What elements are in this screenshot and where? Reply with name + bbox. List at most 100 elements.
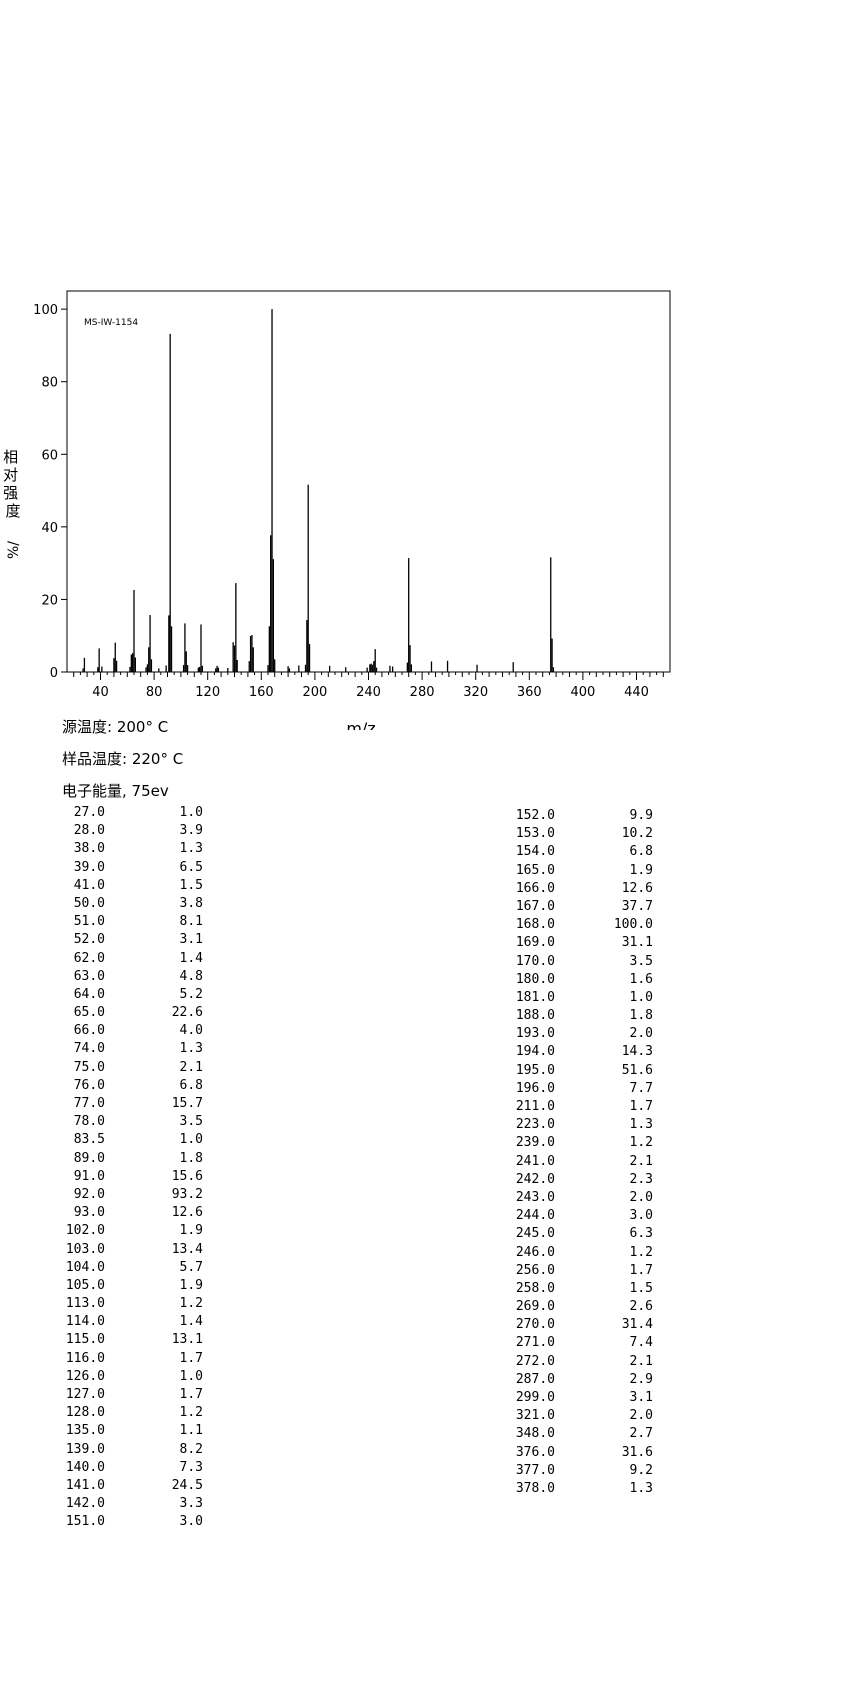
peak-abundance: 1.0	[179, 805, 203, 820]
peak-row: 258.0 1.5	[505, 1280, 653, 1298]
peak-row: 242.0 2.3	[505, 1171, 653, 1189]
peak-mz: 169.0	[515, 935, 555, 951]
peak-mz: 127.0	[65, 1387, 105, 1402]
peak-abundance: 1.2	[629, 1244, 653, 1260]
electron-energy: 电子能量, 75ev	[62, 782, 169, 800]
peak-mz: 141.0	[65, 1477, 105, 1493]
peak-row: 169.0 31.1	[505, 934, 653, 952]
peak-row: 196.0 7.7	[505, 1080, 653, 1098]
y-tick-label: 20	[41, 593, 58, 608]
peak-mz: 377.0	[515, 1462, 555, 1478]
peak-abundance: 12.6	[621, 880, 653, 896]
y-tick-label: 100	[33, 303, 58, 318]
peak-mz: 168.0	[515, 917, 555, 933]
peak-abundance: 1.3	[179, 841, 203, 857]
peak-row: 76.0 6.8	[55, 1077, 203, 1095]
peak-mz: 27.0	[73, 805, 105, 820]
peak-abundance: 14.3	[621, 1044, 653, 1060]
x-tick-label: 360	[517, 685, 542, 700]
peak-mz: 243.0	[515, 1189, 555, 1205]
peak-mz: 152.0	[515, 808, 555, 823]
peak-row: 64.0 5.2	[55, 986, 203, 1004]
peak-mz: 91.0	[73, 1168, 105, 1184]
peak-row: 126.0 1.0	[55, 1368, 203, 1386]
peak-mz: 64.0	[73, 986, 105, 1002]
peak-row: 77.0 15.7	[55, 1095, 203, 1113]
peak-row: 74.0 1.3	[55, 1040, 203, 1058]
peak-abundance: 3.9	[179, 823, 203, 839]
peak-abundance: 1.4	[179, 950, 203, 966]
peak-mz: 76.0	[73, 1077, 105, 1093]
peak-abundance: 1.0	[629, 989, 653, 1005]
peak-abundance: 22.6	[171, 1005, 203, 1021]
y-axis-unit: %/	[6, 541, 22, 559]
peak-row: 246.0 1.2	[505, 1244, 653, 1262]
y-tick-label: 60	[41, 448, 58, 463]
peak-row: 170.0 3.5	[505, 953, 653, 971]
peak-mz: 166.0	[515, 880, 555, 896]
chart-code: MS-IW-1154	[84, 318, 138, 328]
peak-row: 139.0 8.2	[55, 1441, 203, 1459]
peak-row: 28.0 3.9	[55, 822, 203, 840]
peak-abundance: 93.2	[171, 1186, 203, 1202]
peak-mz: 50.0	[73, 895, 105, 911]
peak-row: 321.0 2.0	[505, 1407, 653, 1425]
peak-mz: 246.0	[515, 1244, 555, 1260]
x-tick-label: 400	[570, 685, 595, 700]
peak-abundance: 1.9	[629, 862, 653, 878]
peak-row: 89.0 1.8	[55, 1150, 203, 1168]
peak-mz: 115.0	[65, 1332, 105, 1348]
peak-mz: 195.0	[515, 1062, 555, 1078]
peak-mz: 104.0	[65, 1259, 105, 1275]
peak-abundance: 51.6	[621, 1062, 653, 1078]
y-axis-label: 相 对 强 度	[3, 448, 23, 520]
peak-abundance: 1.8	[629, 1008, 653, 1024]
peak-abundance: 1.0	[179, 1132, 203, 1148]
peak-mz: 38.0	[73, 841, 105, 857]
peak-mz: 142.0	[65, 1496, 105, 1512]
peak-mz: 77.0	[73, 1096, 105, 1111]
peak-mz: 78.0	[73, 1114, 105, 1130]
peak-abundance: 2.7	[629, 1426, 653, 1442]
peak-abundance: 6.8	[629, 844, 653, 860]
peak-row: 239.0 1.2	[505, 1134, 653, 1152]
peak-abundance: 8.2	[179, 1441, 203, 1457]
peak-row: 52.0 3.1	[55, 931, 203, 949]
peak-abundance: 24.5	[171, 1477, 203, 1493]
peak-row: 211.0 1.7	[505, 1098, 653, 1116]
peak-mz: 116.0	[65, 1350, 105, 1366]
peak-row: 113.0 1.2	[55, 1295, 203, 1313]
peak-abundance: 1.5	[629, 1280, 653, 1296]
peak-row: 91.0 15.6	[55, 1168, 203, 1186]
peak-mz: 378.0	[515, 1480, 555, 1496]
peak-mz: 188.0	[515, 1008, 555, 1024]
peak-abundance: 2.1	[629, 1353, 653, 1369]
peak-mz: 170.0	[515, 953, 555, 969]
peak-row: 299.0 3.1	[505, 1389, 653, 1407]
peak-abundance: 2.3	[629, 1171, 653, 1187]
peak-row: 167.0 37.7	[505, 898, 653, 916]
peak-row: 50.0 3.8	[55, 895, 203, 913]
x-tick-label: 200	[302, 685, 327, 700]
peak-mz: 113.0	[65, 1296, 105, 1312]
peak-row: 243.0 2.0	[505, 1189, 653, 1207]
peak-mz: 165.0	[515, 862, 555, 878]
peak-abundance: 1.2	[179, 1296, 203, 1312]
peak-row: 152.0 9.9	[505, 807, 653, 825]
peak-mz: 196.0	[515, 1080, 555, 1096]
peak-abundance: 3.5	[629, 953, 653, 969]
peak-abundance: 3.3	[179, 1496, 203, 1512]
peak-mz: 128.0	[65, 1405, 105, 1421]
x-tick-label: 280	[410, 685, 435, 700]
plot-frame	[66, 290, 671, 673]
peak-abundance: 1.7	[629, 1099, 653, 1114]
peak-abundance: 13.1	[171, 1332, 203, 1348]
peak-abundance: 9.2	[629, 1462, 653, 1478]
peak-row: 75.0 2.1	[55, 1059, 203, 1077]
peak-mz: 135.0	[65, 1423, 105, 1439]
peak-abundance: 2.0	[629, 1189, 653, 1205]
peak-row: 51.0 8.1	[55, 913, 203, 931]
peak-row: 376.0 31.6	[505, 1444, 653, 1462]
peak-row: 38.0 1.3	[55, 840, 203, 858]
